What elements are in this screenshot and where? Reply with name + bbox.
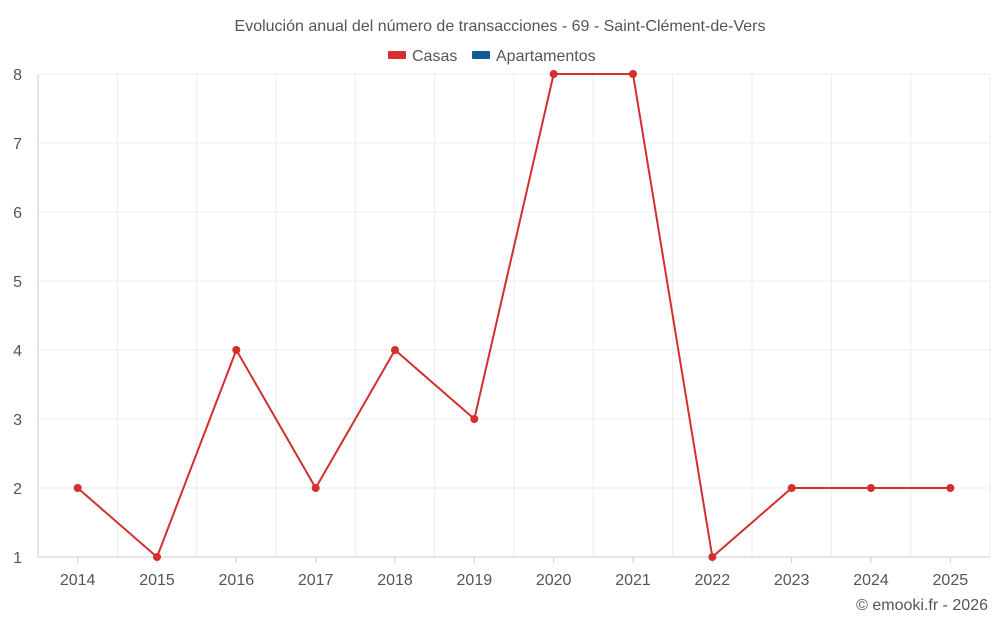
x-tick-label: 2025 xyxy=(933,572,969,589)
x-tick-label: 2018 xyxy=(377,572,413,589)
y-tick-label: 6 xyxy=(13,205,22,222)
x-tick-label: 2017 xyxy=(298,572,334,589)
x-tick-label: 2024 xyxy=(853,572,889,589)
x-tick-label: 2020 xyxy=(536,572,572,589)
x-tick-label: 2022 xyxy=(695,572,731,589)
y-tick-label: 4 xyxy=(13,343,22,360)
x-tick-label: 2023 xyxy=(774,572,810,589)
legend-label-apartamentos: Apartamentos xyxy=(496,48,596,65)
series-line-casas xyxy=(77,73,951,558)
legend-label-casas: Casas xyxy=(412,48,457,65)
legend-swatch-casas xyxy=(388,51,406,59)
credit-text[interactable]: © emooki.fr - 2026 xyxy=(856,597,988,614)
x-tick-label: 2014 xyxy=(60,572,96,589)
data-point-casas-2016[interactable] xyxy=(232,346,241,354)
y-tick-label: 8 xyxy=(13,67,22,84)
data-point-casas-2021[interactable] xyxy=(629,70,637,78)
y-tick-label: 2 xyxy=(13,481,22,498)
y-tick-label: 7 xyxy=(13,136,22,153)
axes: 1 2 3 4 5 6 7 8 2014 2015 2016 2017 2018 2019 2020 2021… xyxy=(13,67,990,589)
legend-item-apartamentos[interactable]: Apartamentos xyxy=(472,48,596,65)
legend-item-casas[interactable]: Casas xyxy=(388,48,457,65)
x-tick-label: 2016 xyxy=(219,572,255,589)
x-tick-label: 2015 xyxy=(139,572,175,589)
x-tick-label: 2021 xyxy=(615,572,651,589)
data-point-casas-2017[interactable] xyxy=(311,484,320,492)
data-point-casas-2014[interactable] xyxy=(73,484,82,492)
data-point-casas-2015[interactable] xyxy=(153,553,161,561)
series-layer xyxy=(73,70,955,561)
data-point-casas-2024[interactable] xyxy=(867,484,875,492)
chart-title: Evolución anual del número de transaccio… xyxy=(235,18,766,35)
x-tick-label: 2019 xyxy=(457,572,493,589)
data-point-casas-2022[interactable] xyxy=(708,553,717,561)
data-point-casas-2018[interactable] xyxy=(391,346,399,354)
y-tick-label: 5 xyxy=(13,274,22,291)
data-point-casas-2019[interactable] xyxy=(470,415,479,423)
y-tick-label: 3 xyxy=(13,412,22,429)
data-point-casas-2025[interactable] xyxy=(946,484,955,492)
legend-swatch-apartamentos xyxy=(472,51,490,59)
y-tick-label: 1 xyxy=(13,550,22,567)
legend: Casas Apartamentos xyxy=(388,48,596,65)
data-point-casas-2020[interactable] xyxy=(549,70,558,78)
grid xyxy=(37,73,991,558)
data-point-casas-2023[interactable] xyxy=(787,484,796,492)
